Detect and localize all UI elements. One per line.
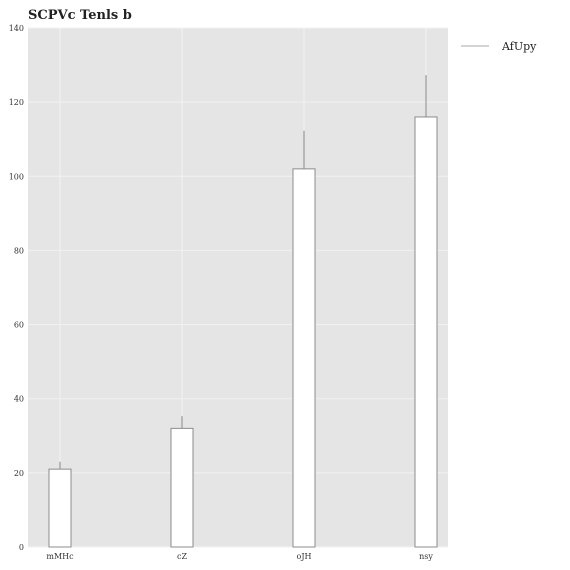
y-tick-label: 140 — [9, 24, 24, 33]
bars — [48, 116, 438, 548]
bar-nsy — [414, 116, 438, 548]
x-tick-label: mMHc — [46, 552, 74, 561]
legend: AfUpy — [461, 40, 537, 53]
y-tick-label: 120 — [9, 98, 24, 107]
y-tick-label: 0 — [19, 543, 24, 552]
x-axis-ticks: mMHc cZ oJH nsy — [46, 552, 433, 561]
plot-area — [28, 28, 448, 547]
x-tick-label: nsy — [419, 552, 433, 561]
chart-title: SCPVc Tenls b — [28, 8, 132, 23]
x-tick-label: oJH — [297, 552, 312, 561]
x-tick-label: cZ — [177, 552, 187, 561]
y-tick-label: 40 — [14, 395, 24, 404]
bar-oJH — [292, 168, 316, 548]
y-tick-label: 20 — [14, 469, 24, 478]
y-tick-label: 80 — [14, 246, 24, 255]
bar-mMHc — [48, 468, 72, 548]
y-axis-ticks: 0 20 40 60 80 100 120 140 — [9, 24, 24, 552]
bar-cZ — [170, 427, 194, 548]
y-tick-label: 60 — [14, 321, 24, 330]
legend-label: AfUpy — [501, 40, 537, 53]
y-tick-label: 100 — [9, 172, 24, 181]
